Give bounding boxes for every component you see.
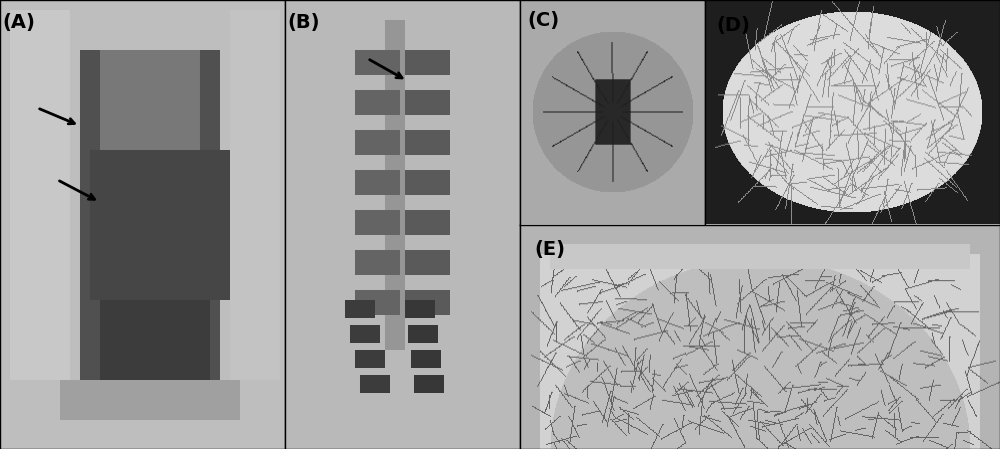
Text: (C): (C)	[527, 11, 560, 30]
Text: (A): (A)	[3, 13, 36, 32]
Text: (D): (D)	[717, 16, 751, 35]
Text: (E): (E)	[534, 240, 565, 259]
Text: (B): (B)	[287, 13, 320, 32]
